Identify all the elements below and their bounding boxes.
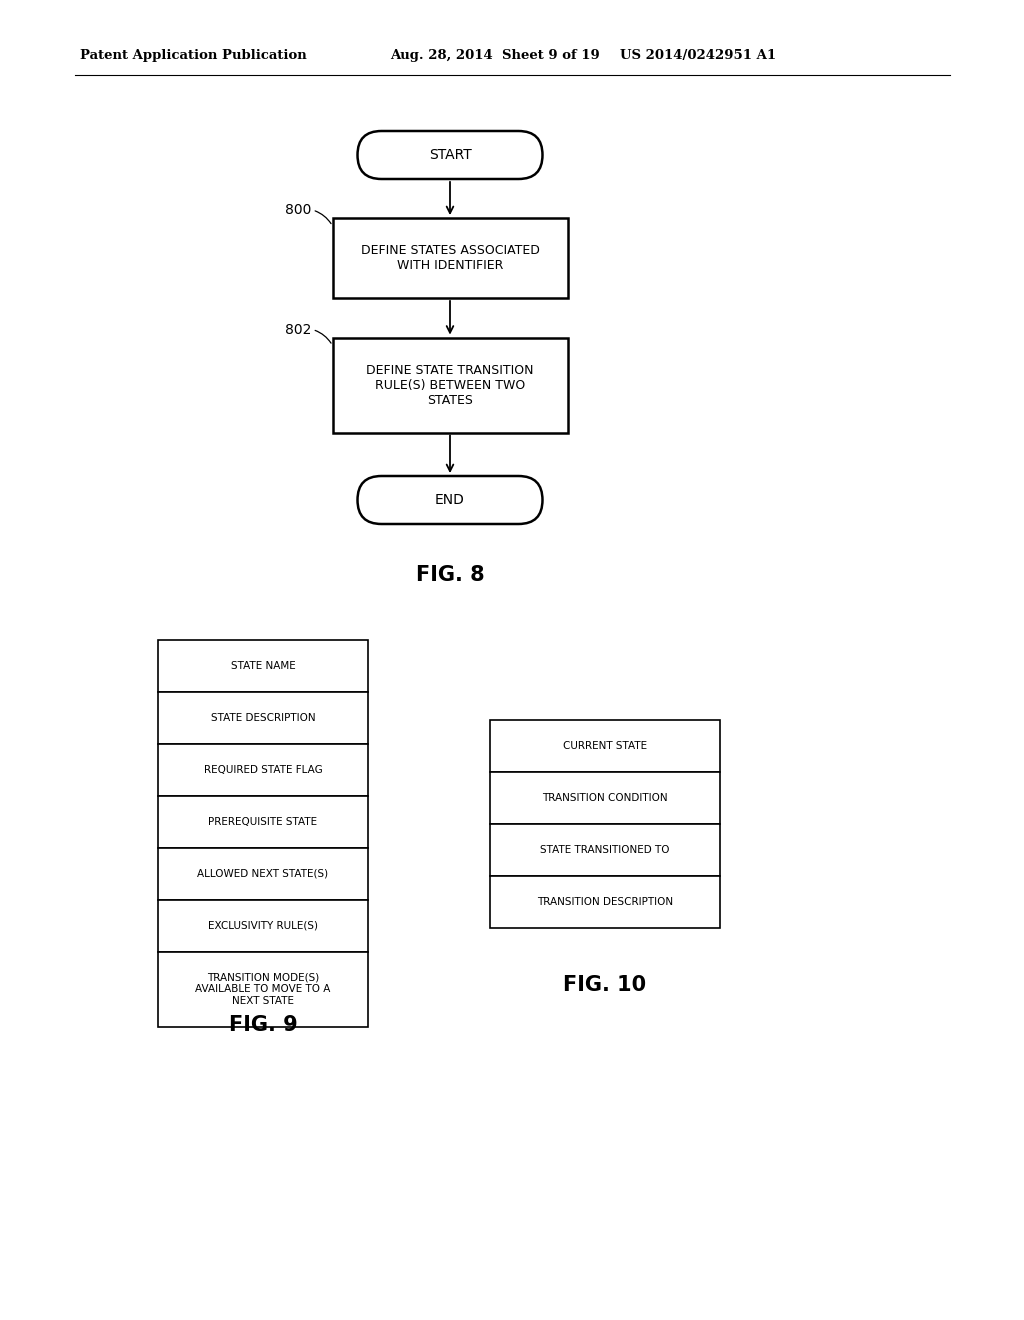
Text: FIG. 10: FIG. 10	[563, 975, 646, 995]
Text: TRANSITION DESCRIPTION: TRANSITION DESCRIPTION	[537, 898, 673, 907]
Text: 802: 802	[285, 322, 311, 337]
Bar	[158, 796, 368, 847]
FancyBboxPatch shape	[357, 477, 543, 524]
Bar	[158, 744, 368, 796]
Text: Aug. 28, 2014  Sheet 9 of 19: Aug. 28, 2014 Sheet 9 of 19	[390, 49, 600, 62]
Text: PREREQUISITE STATE: PREREQUISITE STATE	[209, 817, 317, 828]
Bar	[490, 772, 720, 824]
Text: STATE DESCRIPTION: STATE DESCRIPTION	[211, 713, 315, 723]
Text: TRANSITION MODE(S)
AVAILABLE TO MOVE TO A
NEXT STATE: TRANSITION MODE(S) AVAILABLE TO MOVE TO …	[196, 973, 331, 1006]
Text: DEFINE STATES ASSOCIATED
WITH IDENTIFIER: DEFINE STATES ASSOCIATED WITH IDENTIFIER	[360, 244, 540, 272]
Text: EXCLUSIVITY RULE(S): EXCLUSIVITY RULE(S)	[208, 921, 318, 931]
Text: 800: 800	[285, 203, 311, 216]
Bar	[490, 876, 720, 928]
Bar	[158, 692, 368, 744]
Text: Patent Application Publication: Patent Application Publication	[80, 49, 307, 62]
Text: US 2014/0242951 A1: US 2014/0242951 A1	[620, 49, 776, 62]
Bar	[158, 900, 368, 952]
Bar	[490, 719, 720, 772]
Text: CURRENT STATE: CURRENT STATE	[563, 741, 647, 751]
Bar	[333, 338, 567, 433]
Text: ALLOWED NEXT STATE(S): ALLOWED NEXT STATE(S)	[198, 869, 329, 879]
Text: STATE NAME: STATE NAME	[230, 661, 295, 671]
Text: START: START	[429, 148, 471, 162]
Text: TRANSITION CONDITION: TRANSITION CONDITION	[542, 793, 668, 803]
Bar	[490, 824, 720, 876]
FancyBboxPatch shape	[357, 131, 543, 180]
Bar	[158, 952, 368, 1027]
Text: DEFINE STATE TRANSITION
RULE(S) BETWEEN TWO
STATES: DEFINE STATE TRANSITION RULE(S) BETWEEN …	[367, 363, 534, 407]
Bar	[158, 640, 368, 692]
Text: REQUIRED STATE FLAG: REQUIRED STATE FLAG	[204, 766, 323, 775]
Bar	[333, 218, 567, 298]
Text: STATE TRANSITIONED TO: STATE TRANSITIONED TO	[541, 845, 670, 855]
Text: FIG. 8: FIG. 8	[416, 565, 484, 585]
Bar	[158, 847, 368, 900]
Text: END: END	[435, 492, 465, 507]
Text: FIG. 9: FIG. 9	[228, 1015, 297, 1035]
